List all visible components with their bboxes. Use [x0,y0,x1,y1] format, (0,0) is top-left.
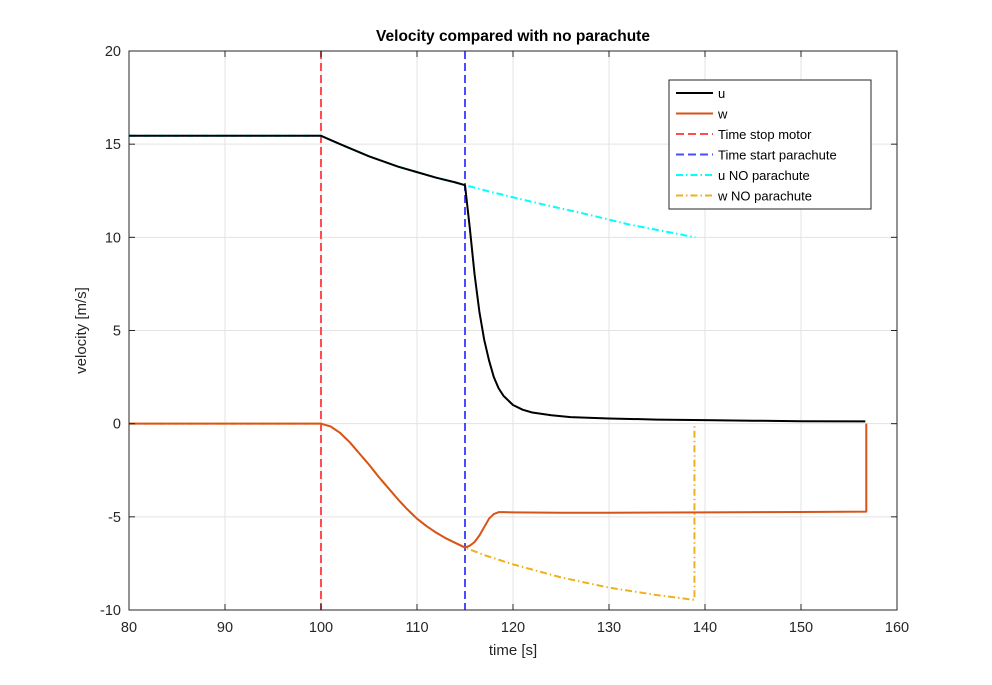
series-line-w [129,422,868,549]
y-tick-label: -10 [100,603,121,619]
legend-label: u [718,86,725,101]
legend-label: Time start parachute [718,148,837,163]
x-tick-label: 150 [789,620,813,636]
y-tick-label: 10 [105,230,121,246]
legend-box [668,79,872,210]
x-tick-label: 110 [405,620,428,636]
plot-series [129,51,868,610]
y-tick-label: 15 [105,137,121,153]
x-tick-label: 80 [121,620,137,636]
x-tick-label: 130 [597,620,621,636]
series-group [129,51,868,610]
legend-label: u NO parachute [718,168,810,183]
x-tick-label: 90 [217,620,233,636]
y-tick-label: 0 [113,417,121,433]
chart-title: Velocity compared with no parachute [376,28,650,45]
y-tick-label: 20 [105,44,121,60]
x-tick-label: 140 [693,620,717,636]
legend-label: Time stop motor [718,127,812,142]
y-tick-label: -5 [108,510,121,526]
x-tick-label: 120 [501,620,525,636]
x-axis-label: time [s] [489,642,537,659]
y-tick-label: 5 [113,324,121,340]
series-line-u [129,134,866,423]
y-axis-label: velocity [m/s] [73,287,90,374]
axis-ticks: 80 90 100 110 120 130 140 150 160 -10 -5 0 5 10 15 20 [100,44,909,636]
legend-label: w NO parachute [717,189,812,204]
x-tick-label: 100 [309,620,333,636]
legend: uw Time stop motor Time start parachute u N… [668,79,872,210]
x-tick-label: 160 [885,620,909,636]
legend-label: w [717,107,728,122]
